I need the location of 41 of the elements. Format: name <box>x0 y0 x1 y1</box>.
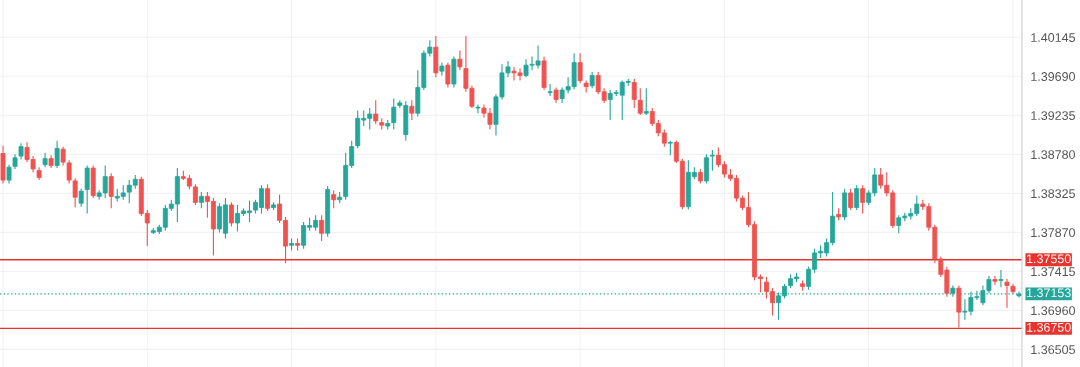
candlestick <box>108 172 114 209</box>
candlestick <box>457 50 463 71</box>
y-tick-label: 1.38325 <box>1031 189 1075 199</box>
candlestick <box>643 87 649 116</box>
candlestick <box>265 183 270 212</box>
candlestick <box>547 83 553 97</box>
candlestick <box>6 164 12 185</box>
y-tick-label: 1.37415 <box>1031 267 1075 277</box>
y-tick-label: 1.39690 <box>1031 72 1076 81</box>
candlestick <box>709 149 715 172</box>
ref-line-label: 1.36750 <box>1027 322 1071 332</box>
candlestick <box>577 52 583 84</box>
candlestick <box>373 99 379 125</box>
candlestick <box>998 269 1004 288</box>
candlestick <box>860 184 866 215</box>
candlestick <box>445 62 451 89</box>
candlestick <box>637 87 643 116</box>
candlestick <box>1004 278 1010 309</box>
candlestick <box>854 184 860 211</box>
candlestick <box>84 164 90 215</box>
candlestick <box>992 275 998 286</box>
candlestick <box>228 201 234 227</box>
candlestick <box>631 78 637 109</box>
y-tick-label: 1.39235 <box>1031 111 1075 120</box>
candlestick <box>54 140 60 169</box>
y-tick-label: 1.38780 <box>1031 150 1076 159</box>
y-tick-label: 1.37870 <box>1031 228 1076 238</box>
y-tick-label: 1.36960 <box>1031 306 1076 316</box>
ref-line-label: 1.37153 <box>1027 288 1071 298</box>
candlestick <box>78 188 84 208</box>
candlestick <box>475 104 481 114</box>
y-tick-label: 1.36505 <box>1031 345 1075 355</box>
candlestick <box>391 98 397 131</box>
candlestick <box>319 214 325 242</box>
candlestick <box>703 153 709 185</box>
ref-line-label: 1.37550 <box>1027 254 1071 264</box>
candlestick <box>848 188 854 211</box>
candlestick <box>331 189 337 209</box>
candlestick <box>409 99 415 121</box>
candlestick <box>583 80 589 94</box>
y-tick-label: 1.40145 <box>1031 33 1075 42</box>
